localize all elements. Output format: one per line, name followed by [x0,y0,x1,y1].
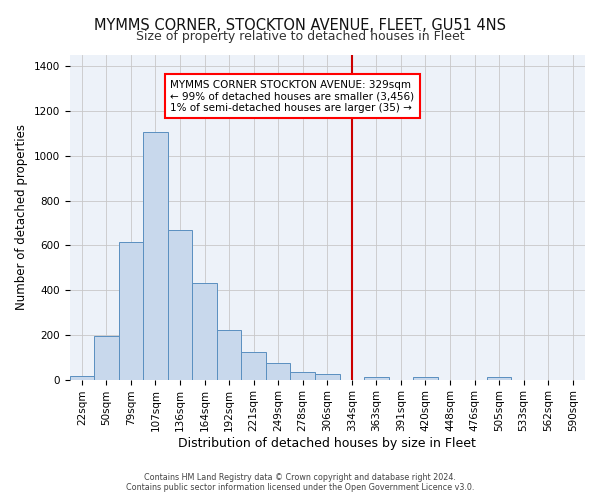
Bar [217,330,241,380]
Bar [487,378,511,380]
Y-axis label: Number of detached properties: Number of detached properties [15,124,28,310]
Bar [70,376,94,380]
Bar [315,374,340,380]
Bar [143,132,168,380]
Text: MYMMS CORNER STOCKTON AVENUE: 329sqm
← 99% of detached houses are smaller (3,456: MYMMS CORNER STOCKTON AVENUE: 329sqm ← 9… [170,80,414,113]
Bar [290,372,315,380]
X-axis label: Distribution of detached houses by size in Fleet: Distribution of detached houses by size … [178,437,476,450]
Bar [192,284,217,380]
Bar [94,336,119,380]
Text: Contains HM Land Registry data © Crown copyright and database right 2024.
Contai: Contains HM Land Registry data © Crown c… [126,473,474,492]
Bar [364,377,389,380]
Bar [241,352,266,380]
Bar [413,378,438,380]
Text: MYMMS CORNER, STOCKTON AVENUE, FLEET, GU51 4NS: MYMMS CORNER, STOCKTON AVENUE, FLEET, GU… [94,18,506,32]
Bar [168,230,192,380]
Bar [119,242,143,380]
Bar [266,363,290,380]
Text: Size of property relative to detached houses in Fleet: Size of property relative to detached ho… [136,30,464,43]
